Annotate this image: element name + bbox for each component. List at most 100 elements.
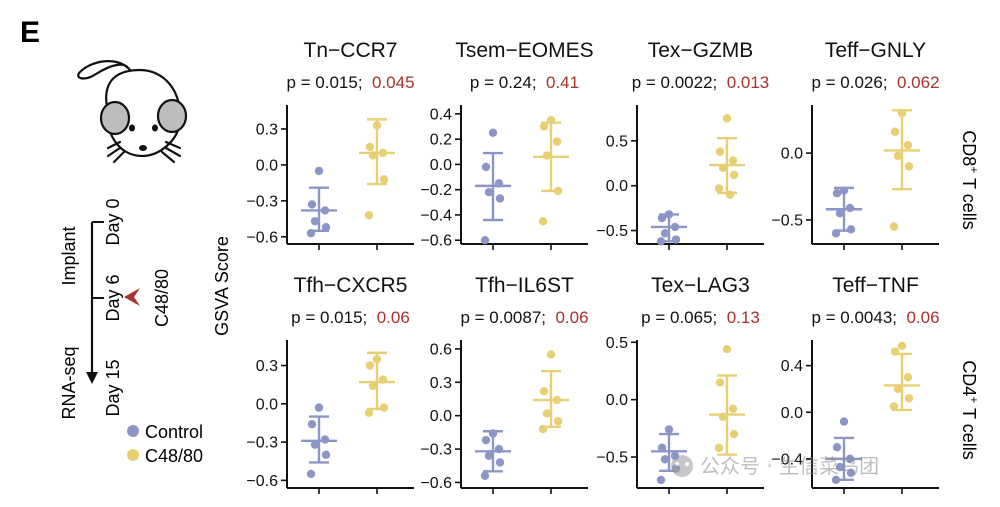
data-point (542, 409, 552, 418)
mouse-icon (77, 60, 188, 164)
y-tick-label: −0.6 (246, 229, 278, 246)
y-tick-label: 0.4 (781, 358, 803, 375)
data-point (893, 384, 903, 394)
panel-title: Teff−GNLY (825, 39, 926, 62)
legend-label-control: Control (145, 422, 203, 442)
q-value: 0.13 (727, 308, 760, 327)
q-value: 0.06 (377, 308, 410, 327)
wechat-icon (671, 455, 693, 477)
data-point (832, 189, 842, 198)
y-tick-label: 0.2 (430, 132, 452, 149)
data-point (903, 140, 913, 150)
data-point (714, 443, 724, 453)
data-point (307, 420, 317, 429)
data-point (314, 166, 324, 176)
rnaseq-label: RNA-seq (59, 346, 79, 419)
data-point (538, 217, 548, 226)
data-point (722, 344, 732, 354)
chart-panel: Teff−TNF p = 0.0043; 0.06 0.4 0.0 −0.4 (771, 274, 940, 494)
data-point (657, 213, 667, 223)
p-value-label: p = 0.0043; 0.06 (811, 308, 939, 327)
data-point (495, 194, 505, 203)
data-point (729, 170, 739, 180)
p-value: p = 0.065; (641, 308, 727, 327)
data-point (320, 435, 330, 444)
data-point (368, 381, 378, 391)
data-point (321, 450, 331, 460)
data-point (846, 225, 856, 234)
data-point (835, 209, 845, 218)
data-point (893, 151, 903, 160)
data-point (307, 200, 317, 209)
p-value-label: p = 0.24; 0.41 (470, 73, 579, 92)
data-point (480, 236, 490, 245)
y-tick-label: −0.4 (420, 207, 452, 224)
y-tick-label: 0.0 (606, 392, 628, 409)
y-tick-label: −0.6 (420, 233, 452, 250)
data-point (365, 361, 375, 370)
y-tick-label: 0.0 (781, 146, 803, 163)
legend-swatch-control (127, 425, 139, 437)
data-point (488, 128, 498, 137)
y-tick-label: 0.6 (430, 341, 452, 358)
p-value: p = 0.026; (811, 73, 897, 92)
data-point (539, 122, 549, 131)
y-tick-label: −0.6 (246, 473, 278, 490)
data-point (897, 341, 907, 351)
y-axis-label: GSVA Score (212, 236, 232, 336)
p-value-label: p = 0.015; 0.06 (291, 308, 410, 327)
data-point (664, 425, 674, 434)
data-point (484, 187, 494, 197)
y-tick-label: 0.3 (430, 375, 452, 392)
wechat-icon-eye-right (685, 462, 689, 466)
timeline-arrowhead (86, 372, 98, 384)
data-point (839, 417, 849, 426)
p-value: p = 0.0087; (460, 308, 555, 327)
y-tick-label: 0.5 (606, 335, 628, 352)
data-point (729, 429, 739, 439)
data-point (728, 404, 738, 414)
data-point (552, 137, 562, 146)
data-point (656, 475, 666, 485)
y-tick-label: −0.4 (771, 451, 803, 468)
p-value: p = 0.24; (470, 73, 546, 92)
legend-label-c48-80: C48/80 (145, 446, 203, 466)
chart-panel: Tex−LAG3 p = 0.065; 0.13 0.5 0.0 −0.5 (596, 274, 764, 494)
y-tick-label: −0.5 (596, 450, 628, 467)
data-point (379, 175, 389, 184)
data-point (310, 440, 320, 449)
y-tick-label: 0.4 (430, 106, 452, 123)
data-point (314, 403, 324, 412)
q-value: 0.045 (372, 73, 415, 92)
data-point (553, 417, 563, 426)
data-point (715, 378, 725, 387)
panel-title: Tfh−IL6ST (475, 274, 574, 297)
y-tick-label: −0.2 (420, 182, 452, 199)
panel-title: Tex−GZMB (648, 39, 754, 62)
panel-title: Tn−CCR7 (304, 39, 398, 62)
data-point (321, 223, 331, 232)
y-tick-label: 0.0 (781, 405, 803, 422)
data-point (379, 403, 389, 412)
data-point (714, 184, 724, 193)
y-tick-label: −0.3 (246, 435, 278, 452)
data-point (484, 451, 494, 460)
data-point (364, 408, 374, 417)
day0-label: Day 0 (103, 198, 123, 245)
data-point (889, 402, 899, 411)
y-tick-label: 0.3 (256, 358, 278, 375)
day6-label: Day 6 (103, 274, 123, 321)
chart-panel: Tfh−IL6ST p = 0.0087; 0.06 0.6 0.3 0.0 −0.3 −0… (420, 274, 589, 494)
y-tick-label: −0.5 (771, 212, 803, 229)
data-point (845, 203, 855, 213)
data-point (364, 211, 374, 220)
q-value: 0.06 (555, 308, 588, 327)
data-point (890, 127, 900, 136)
y-tick-label: 0.0 (256, 157, 278, 174)
data-point (660, 229, 670, 238)
data-point (904, 394, 914, 403)
chart-panel: Teff−GNLY p = 0.026; 0.062 0.0 −0.5 (771, 39, 940, 250)
p-value: p = 0.0043; (811, 308, 906, 327)
p-value: p = 0.015; (291, 308, 377, 327)
